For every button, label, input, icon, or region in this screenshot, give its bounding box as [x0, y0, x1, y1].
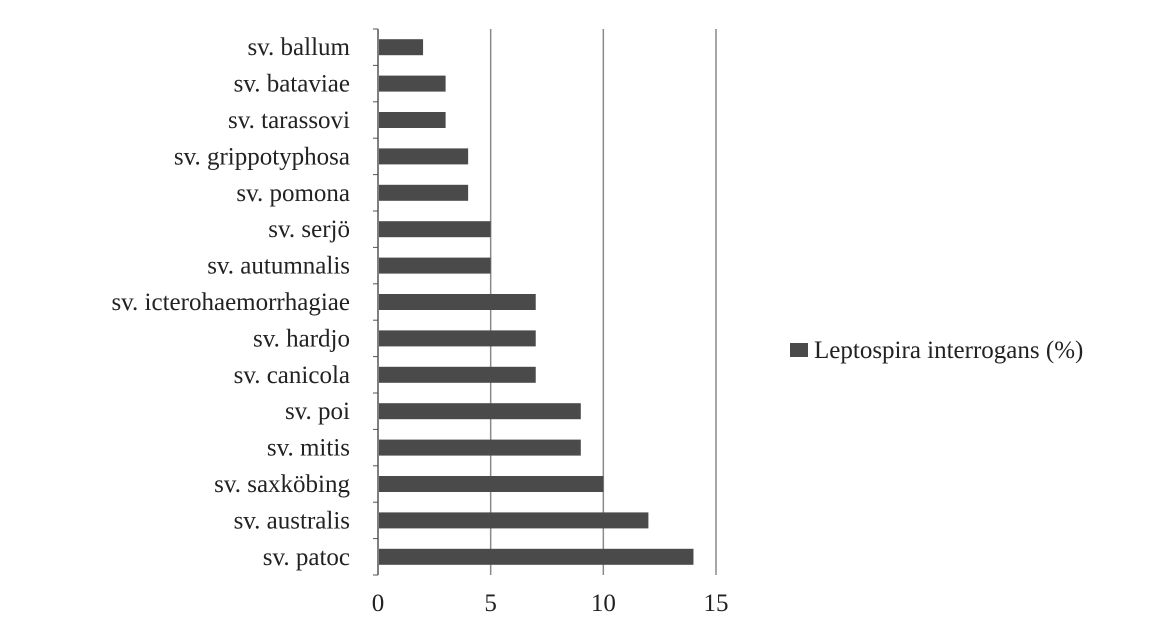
category-label-2: sv. bataviae [234, 71, 350, 98]
x-tick-label-5: 5 [484, 590, 497, 617]
category-label-15: sv. patoc [263, 544, 350, 571]
category-label-9: sv. hardjo [253, 325, 350, 352]
bar-10 [379, 366, 536, 383]
category-label-13: sv. saxköbing [214, 471, 350, 498]
bar-9 [379, 330, 536, 347]
bar-14 [379, 512, 649, 529]
bar-3 [379, 112, 446, 128]
category-label-12: sv. mitis [267, 435, 350, 462]
x-tick-label-0: 0 [372, 590, 385, 617]
category-label-7: sv. autumnalis [207, 253, 350, 280]
legend: Leptospira interrogans (%) [790, 337, 1083, 364]
category-label-4: sv. grippotyphosa [174, 143, 350, 170]
bar-13 [379, 476, 604, 492]
bar-2 [379, 75, 446, 92]
category-label-1: sv. ballum [247, 34, 350, 61]
x-tick-label-10: 10 [591, 590, 616, 617]
bar-6 [379, 221, 491, 238]
legend-label: Leptospira interrogans (%) [814, 337, 1083, 364]
category-label-10: sv. canicola [234, 362, 350, 389]
bar-12 [379, 439, 581, 456]
bar-5 [379, 184, 469, 201]
bar-7 [379, 257, 491, 274]
bar-15 [379, 548, 694, 565]
legend-swatch [790, 343, 808, 357]
category-label-11: sv. poi [285, 398, 350, 425]
x-tick-label-15: 15 [704, 590, 729, 617]
category-label-3: sv. tarassovi [228, 107, 350, 134]
category-label-6: sv. serjö [268, 216, 350, 243]
category-label-5: sv. pomona [236, 180, 350, 207]
category-label-14: sv. australis [234, 507, 350, 534]
x-tick-labels: 0 5 10 15 [372, 590, 729, 617]
bar-4 [379, 148, 469, 165]
category-labels: sv. ballum sv. bataviae sv. tarassovi sv. g… [111, 34, 350, 571]
bars [379, 39, 694, 565]
bar-1 [379, 39, 424, 56]
bar-8 [379, 294, 536, 310]
category-label-8: sv. icterohaemorrhagiae [111, 289, 350, 316]
axes [373, 28, 379, 576]
bar-11 [379, 403, 581, 420]
